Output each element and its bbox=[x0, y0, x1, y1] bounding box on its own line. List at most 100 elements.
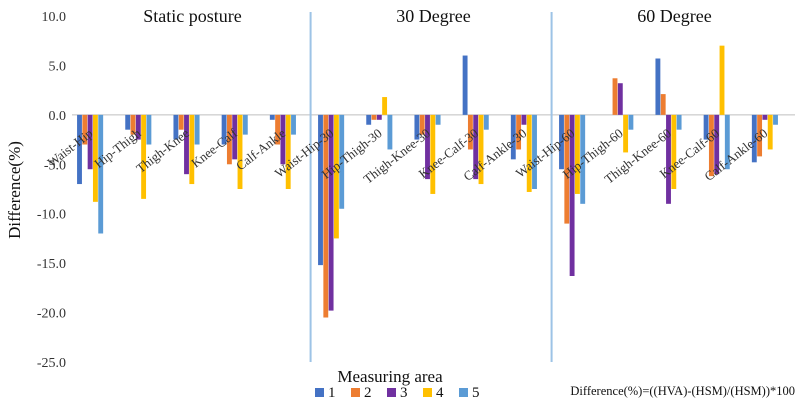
plot-area bbox=[72, 12, 795, 362]
bar bbox=[569, 114, 575, 276]
bar bbox=[676, 114, 682, 130]
bar bbox=[435, 114, 441, 125]
bar bbox=[146, 114, 152, 145]
bar bbox=[516, 114, 522, 150]
bar bbox=[751, 114, 757, 163]
bar bbox=[714, 114, 720, 175]
bar bbox=[98, 114, 104, 234]
bar bbox=[478, 114, 484, 185]
bar bbox=[526, 114, 532, 192]
bar bbox=[92, 114, 98, 202]
bar bbox=[226, 114, 232, 165]
bar bbox=[232, 114, 238, 160]
y-axis-label: Difference(%) bbox=[5, 141, 24, 239]
bar bbox=[628, 114, 634, 130]
bar bbox=[617, 83, 623, 115]
bar bbox=[376, 114, 382, 120]
bar bbox=[82, 114, 88, 145]
legend-swatch bbox=[387, 388, 396, 397]
bar bbox=[194, 114, 200, 145]
bar bbox=[623, 114, 629, 153]
legend-label: 3 bbox=[400, 385, 408, 401]
bar bbox=[184, 114, 189, 175]
legend-swatch bbox=[423, 388, 432, 397]
formula-note: Difference(%)=((HVA)-(HSM)/(HSM))*100 bbox=[570, 384, 795, 398]
legend-label: 5 bbox=[472, 385, 480, 401]
bar bbox=[510, 114, 516, 160]
section-title: Static posture bbox=[143, 6, 241, 26]
bar bbox=[574, 114, 580, 194]
bar bbox=[269, 114, 275, 120]
y-tick-label: -20.0 bbox=[37, 307, 66, 322]
bar bbox=[483, 114, 489, 130]
bar bbox=[559, 114, 564, 170]
bar bbox=[612, 78, 618, 115]
bar bbox=[580, 114, 586, 204]
legend-label: 4 bbox=[436, 385, 444, 401]
bar bbox=[178, 114, 184, 130]
bar bbox=[660, 94, 666, 115]
bar bbox=[773, 114, 778, 125]
bar bbox=[414, 114, 420, 140]
bar bbox=[339, 114, 345, 209]
legend-swatch bbox=[459, 388, 468, 397]
bar bbox=[430, 114, 436, 194]
bar bbox=[425, 114, 430, 180]
bar bbox=[280, 114, 286, 165]
bar bbox=[87, 114, 93, 170]
bar bbox=[708, 114, 714, 177]
bar bbox=[467, 114, 473, 150]
bar bbox=[135, 114, 141, 140]
bar bbox=[366, 114, 372, 125]
bar bbox=[333, 114, 339, 239]
bar bbox=[328, 114, 334, 311]
y-tick-label: -25.0 bbox=[37, 356, 66, 371]
bar bbox=[173, 114, 179, 140]
y-tick-label: -15.0 bbox=[37, 257, 66, 272]
bar bbox=[221, 114, 227, 145]
bar bbox=[719, 45, 725, 115]
bar bbox=[382, 97, 388, 115]
legend: 1 2 3 4 5 bbox=[315, 385, 480, 401]
bar bbox=[671, 114, 677, 189]
bar bbox=[189, 114, 195, 185]
bar bbox=[703, 114, 709, 140]
x-axis-label: Measuring area bbox=[337, 367, 443, 386]
bar bbox=[419, 114, 425, 135]
bar bbox=[77, 114, 82, 185]
legend-label: 1 bbox=[328, 385, 336, 401]
bar bbox=[767, 114, 773, 150]
bar bbox=[237, 114, 243, 189]
y-tick-label: -10.0 bbox=[37, 208, 66, 223]
bar bbox=[371, 114, 377, 120]
bar bbox=[532, 114, 537, 189]
bar bbox=[130, 114, 136, 135]
bar bbox=[724, 114, 730, 170]
bar bbox=[462, 55, 468, 115]
y-tick-label: 5.0 bbox=[49, 59, 67, 74]
bar bbox=[141, 114, 147, 199]
legend-label: 2 bbox=[364, 385, 372, 401]
bar bbox=[291, 114, 296, 135]
bar bbox=[318, 114, 323, 266]
y-tick-label: 0.0 bbox=[49, 109, 67, 124]
bar bbox=[473, 114, 479, 180]
y-tick-label: 10.0 bbox=[42, 10, 67, 25]
legend-swatch bbox=[315, 388, 324, 397]
bar bbox=[125, 114, 131, 130]
bar bbox=[242, 114, 248, 135]
bar bbox=[323, 114, 329, 318]
bar bbox=[285, 114, 291, 189]
bar bbox=[655, 58, 661, 115]
bar bbox=[564, 114, 570, 224]
bar bbox=[757, 114, 763, 157]
section-title: 60 Degree bbox=[637, 6, 711, 26]
bar bbox=[666, 114, 671, 204]
bar bbox=[387, 114, 393, 150]
section-title: 30 Degree bbox=[396, 6, 470, 26]
y-tick-label: -5.0 bbox=[44, 158, 66, 173]
bar bbox=[762, 114, 768, 120]
bar bbox=[275, 114, 281, 145]
legend-swatch bbox=[351, 388, 360, 397]
